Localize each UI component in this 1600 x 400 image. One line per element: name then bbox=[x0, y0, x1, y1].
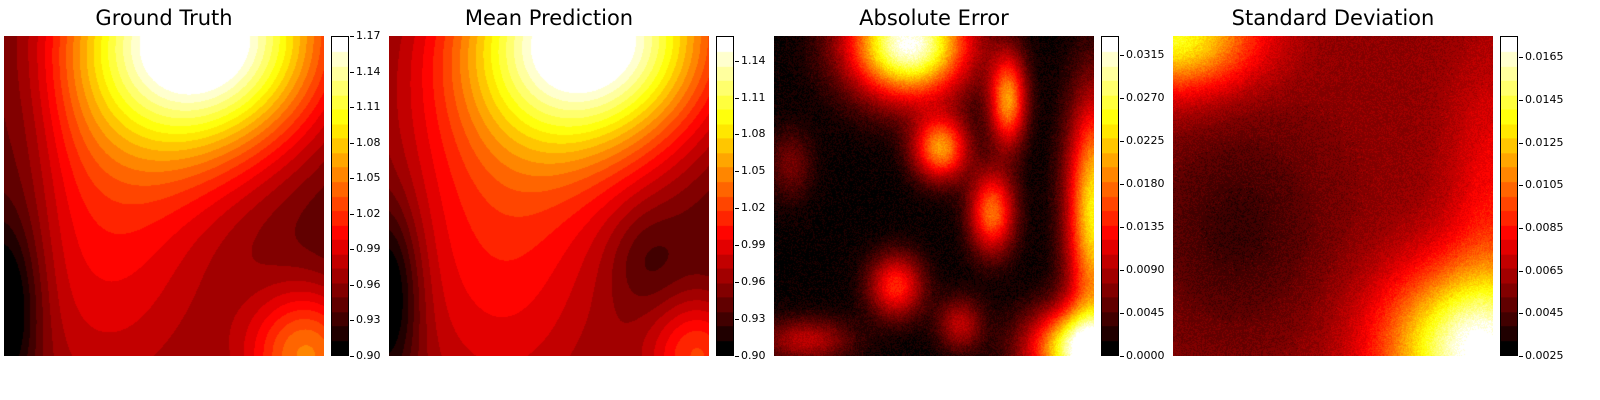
colorbar-tick-label: 0.99 bbox=[356, 242, 381, 255]
colorbar-tick-label: 1.05 bbox=[741, 164, 766, 177]
colorbar-tick-label: 0.0165 bbox=[1525, 50, 1564, 63]
colorbar-tick-mark bbox=[1120, 356, 1124, 357]
panel-title: Absolute Error bbox=[859, 6, 1009, 30]
colorbar-tick-label: 0.0270 bbox=[1126, 91, 1165, 104]
panel-title: Ground Truth bbox=[95, 6, 233, 30]
colorbar-tick-label: 0.0135 bbox=[1126, 220, 1165, 233]
colorbar-tick-mark bbox=[1519, 271, 1523, 272]
colorbar-tick-mark bbox=[735, 319, 739, 320]
colorbar-tick-label: 0.0025 bbox=[1525, 349, 1564, 362]
heatmap bbox=[389, 36, 709, 356]
colorbar-tick-mark bbox=[735, 282, 739, 283]
colorbar-tick-mark bbox=[1120, 141, 1124, 142]
colorbar-tick-label: 0.99 bbox=[741, 238, 766, 251]
colorbar-tick-mark bbox=[735, 61, 739, 62]
colorbar-tick-label: 0.0145 bbox=[1525, 93, 1564, 106]
colorbar-tick-label: 0.0315 bbox=[1126, 48, 1165, 61]
colorbar-tick-label: 0.0045 bbox=[1525, 306, 1564, 319]
colorbar-tick-mark bbox=[1519, 356, 1523, 357]
colorbar-tick-label: 0.0000 bbox=[1126, 349, 1165, 362]
colorbar-tick-label: 0.0225 bbox=[1126, 134, 1165, 147]
colorbar-tick-label: 0.0180 bbox=[1126, 177, 1165, 190]
colorbar-tick-mark bbox=[1519, 313, 1523, 314]
colorbar-tick-label: 0.0045 bbox=[1126, 306, 1165, 319]
colorbar-tick-label: 1.14 bbox=[356, 65, 381, 78]
colorbar-tick-mark bbox=[350, 107, 354, 108]
colorbar-tick-label: 0.96 bbox=[356, 278, 381, 291]
colorbar-tick-mark bbox=[350, 214, 354, 215]
colorbar-tick-mark bbox=[735, 134, 739, 135]
colorbar-tick-mark bbox=[350, 285, 354, 286]
colorbar-tick-mark bbox=[350, 72, 354, 73]
colorbar-tick-label: 0.93 bbox=[741, 312, 766, 325]
panel-title: Mean Prediction bbox=[464, 6, 634, 30]
panel-title: Standard Deviation bbox=[1231, 6, 1435, 30]
colorbar-tick-mark bbox=[1519, 143, 1523, 144]
colorbar-tick-mark bbox=[735, 356, 739, 357]
colorbar-tick-label: 0.93 bbox=[356, 313, 381, 326]
colorbar-tick-label: 1.14 bbox=[741, 54, 766, 67]
colorbar-tick-mark bbox=[1519, 100, 1523, 101]
colorbar bbox=[1500, 36, 1518, 356]
colorbar-tick-label: 0.0125 bbox=[1525, 136, 1564, 149]
colorbar bbox=[331, 36, 349, 356]
colorbar bbox=[716, 36, 734, 356]
colorbar-tick-mark bbox=[735, 245, 739, 246]
colorbar-tick-mark bbox=[350, 249, 354, 250]
colorbar-tick-mark bbox=[1120, 270, 1124, 271]
colorbar-tick-label: 1.02 bbox=[356, 207, 381, 220]
colorbar-tick-mark bbox=[1120, 98, 1124, 99]
colorbar-tick-label: 1.11 bbox=[741, 91, 766, 104]
heatmap bbox=[774, 36, 1094, 356]
colorbar-tick-mark bbox=[735, 98, 739, 99]
colorbar-tick-label: 1.05 bbox=[356, 171, 381, 184]
heatmap bbox=[4, 36, 324, 356]
colorbar-tick-label: 0.0065 bbox=[1525, 264, 1564, 277]
colorbar-tick-mark bbox=[1120, 313, 1124, 314]
colorbar-tick-label: 0.90 bbox=[356, 349, 381, 362]
colorbar-tick-mark bbox=[1519, 185, 1523, 186]
colorbar-tick-label: 1.02 bbox=[741, 201, 766, 214]
colorbar-tick-mark bbox=[350, 143, 354, 144]
colorbar-tick-mark bbox=[735, 208, 739, 209]
colorbar bbox=[1101, 36, 1119, 356]
colorbar-tick-mark bbox=[1120, 184, 1124, 185]
colorbar-tick-mark bbox=[350, 356, 354, 357]
colorbar-tick-label: 1.08 bbox=[741, 127, 766, 140]
colorbar-tick-label: 0.90 bbox=[741, 349, 766, 362]
colorbar-tick-label: 1.11 bbox=[356, 100, 381, 113]
colorbar-tick-mark bbox=[350, 320, 354, 321]
colorbar-tick-label: 1.17 bbox=[356, 29, 381, 42]
colorbar-tick-mark bbox=[1120, 227, 1124, 228]
colorbar-tick-mark bbox=[350, 178, 354, 179]
colorbar-tick-mark bbox=[735, 171, 739, 172]
colorbar-tick-label: 0.0105 bbox=[1525, 178, 1564, 191]
colorbar-tick-mark bbox=[1120, 55, 1124, 56]
colorbar-tick-mark bbox=[350, 36, 354, 37]
colorbar-tick-label: 0.0085 bbox=[1525, 221, 1564, 234]
colorbar-tick-label: 0.96 bbox=[741, 275, 766, 288]
colorbar-tick-mark bbox=[1519, 228, 1523, 229]
heatmap bbox=[1173, 36, 1493, 356]
colorbar-tick-label: 0.0090 bbox=[1126, 263, 1165, 276]
colorbar-tick-label: 1.08 bbox=[356, 136, 381, 149]
colorbar-tick-mark bbox=[1519, 57, 1523, 58]
